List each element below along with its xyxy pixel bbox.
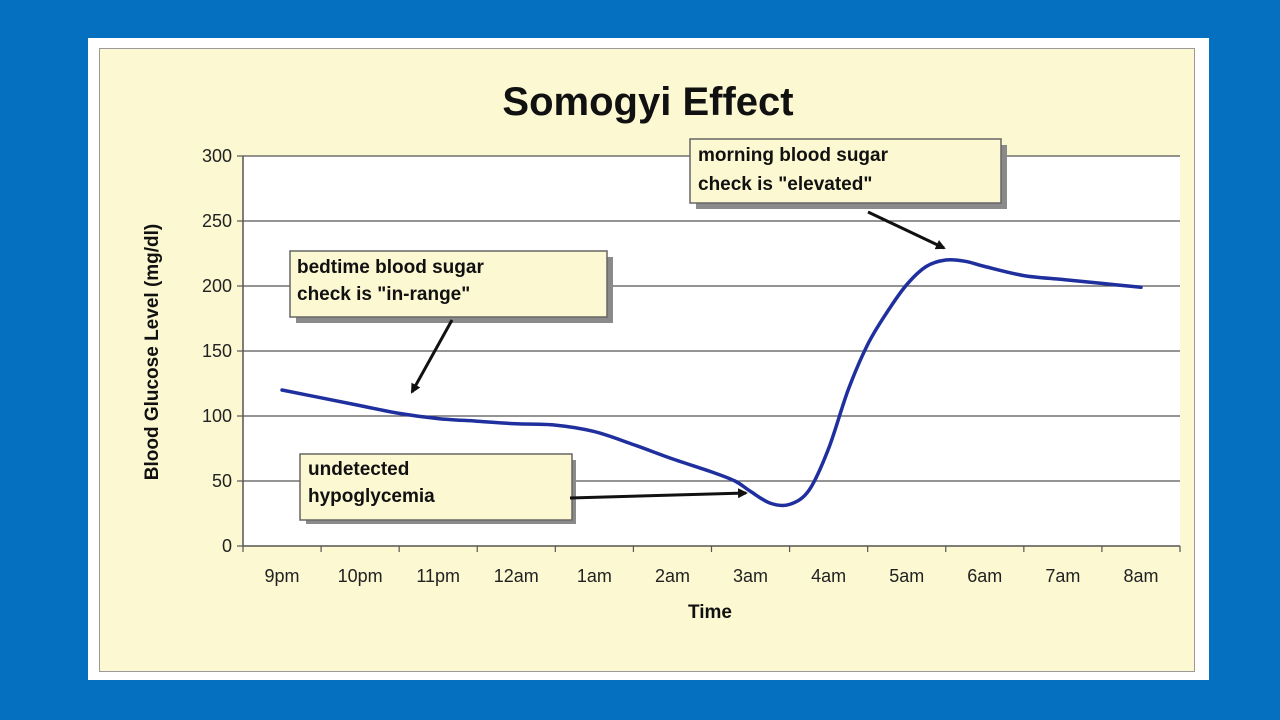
- y-axis-label: Blood Glucose Level (mg/dl): [142, 224, 163, 481]
- annotation-bedtime: bedtime blood sugar check is "in-range": [289, 250, 613, 394]
- y-tick-label: 200: [202, 276, 232, 296]
- y-tick-label: 100: [202, 406, 232, 426]
- chart-title: Somogyi Effect: [502, 80, 793, 124]
- x-tick-label: 1am: [577, 566, 612, 586]
- x-tick-label: 10pm: [338, 566, 383, 586]
- annotation-morning-line-2: check is "elevated": [698, 174, 872, 195]
- x-tick-label: 12am: [494, 566, 539, 586]
- x-axis: 9pm 10pm 11pm 12am 1am 2am 3am 4am 5am 6am 7am 8am: [242, 546, 1181, 586]
- annotation-morning: morning blood sugar check is "elevated": [689, 138, 1007, 250]
- annotation-bedtime-line-1: bedtime blood sugar: [297, 257, 484, 278]
- x-tick-label: 2am: [655, 566, 690, 586]
- series-line: [280, 257, 1143, 508]
- y-axis: 0 50 100 150 200 250 300: [202, 146, 243, 556]
- y-tick-label: 150: [202, 341, 232, 361]
- y-tick-label: 50: [212, 471, 232, 491]
- x-tick-label: 11pm: [416, 566, 460, 586]
- annotation-hypoglycemia: undetected hypoglycemia: [299, 453, 748, 524]
- y-tick-label: 0: [222, 536, 232, 556]
- annotation-hypoglycemia-line-1: undetected: [308, 459, 409, 480]
- x-tick-label: 5am: [889, 566, 924, 586]
- x-tick-label: 4am: [811, 566, 846, 586]
- x-tick-label: 7am: [1045, 566, 1080, 586]
- y-tick-label: 250: [202, 211, 232, 231]
- x-tick-label: 8am: [1123, 566, 1158, 586]
- annotation-hypoglycemia-line-2: hypoglycemia: [308, 486, 435, 507]
- annotation-bedtime-arrow: [410, 319, 454, 394]
- y-tick-label: 300: [202, 146, 232, 166]
- x-tick-label: 3am: [733, 566, 768, 586]
- x-axis-label: Time: [688, 602, 732, 623]
- x-tick-label: 6am: [967, 566, 1002, 586]
- annotation-morning-line-1: morning blood sugar: [698, 145, 889, 166]
- x-tick-label: 9pm: [265, 566, 300, 586]
- annotation-bedtime-line-2: check is "in-range": [297, 284, 470, 305]
- annotation-morning-arrow: [867, 210, 946, 250]
- annotation-hypoglycemia-arrow: [569, 488, 748, 500]
